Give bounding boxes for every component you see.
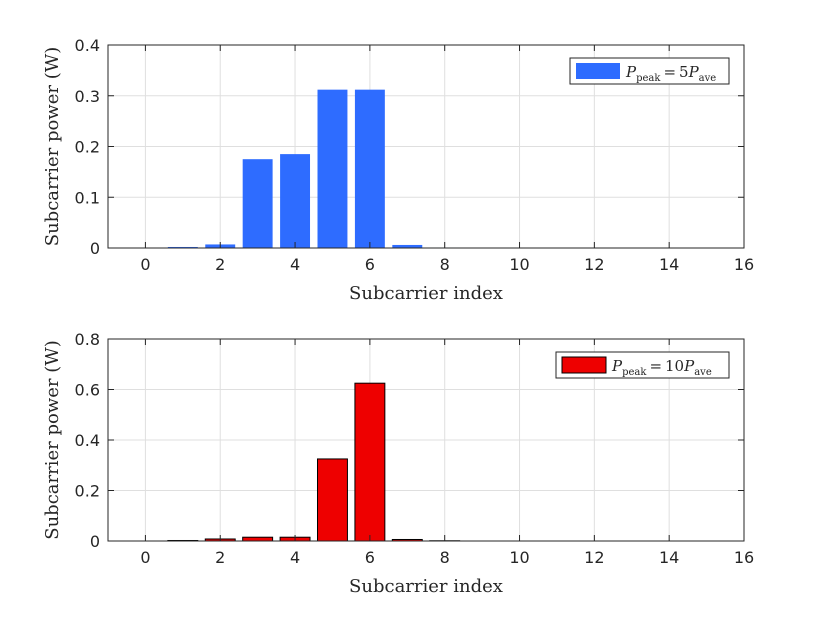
y-tick-label: 0 xyxy=(90,239,100,258)
legend: Ppeak = 10Pave xyxy=(555,351,730,379)
bar xyxy=(317,89,348,248)
legend-subscript: peak xyxy=(636,73,661,84)
x-tick-label: 2 xyxy=(215,548,225,567)
x-tick-label: 14 xyxy=(659,255,679,274)
y-axis-label: Subcarrier power (W) xyxy=(42,47,63,247)
x-axis-label: Subcarrier index xyxy=(349,283,503,304)
y-tick-label: 0.4 xyxy=(75,36,100,55)
chart-panel-1: 0 2 4 6 8 10 12 14 16 0 0.1 0.2 0.3 0.4 Subcarrier ind… xyxy=(42,36,754,304)
x-tick-label: 16 xyxy=(734,255,754,274)
y-tick-label: 0.1 xyxy=(75,188,100,207)
legend-box xyxy=(555,351,730,379)
x-tick-label: 8 xyxy=(440,548,450,567)
bar xyxy=(317,458,348,542)
legend-equals: = xyxy=(649,357,662,375)
ticks: 0 2 4 6 8 10 12 14 16 0 0.1 0.2 0.3 0.4 xyxy=(75,36,755,274)
bar xyxy=(354,382,386,542)
legend-swatch xyxy=(576,63,620,79)
x-tick-label: 14 xyxy=(659,548,679,567)
x-tick-label: 12 xyxy=(584,255,604,274)
chart-panel-2: 0 2 4 6 8 10 12 14 16 0 0.2 0.4 0.6 0.8 Subcarrier ind… xyxy=(42,330,754,597)
x-tick-label: 4 xyxy=(290,548,300,567)
legend-label: Ppeak = 10Pave xyxy=(611,357,712,378)
y-tick-label: 0 xyxy=(90,532,100,551)
y-axis-label: Subcarrier power (W) xyxy=(42,340,63,540)
x-tick-label: 4 xyxy=(290,255,300,274)
y-tick-label: 0.2 xyxy=(75,482,100,501)
x-tick-label: 6 xyxy=(365,548,375,567)
bar xyxy=(167,246,198,248)
x-tick-label: 16 xyxy=(734,548,754,567)
legend-symbol: P xyxy=(611,357,623,375)
legend-equals: = xyxy=(663,63,676,81)
y-tick-label: 0.3 xyxy=(75,87,100,106)
legend-rhs-subscript: ave xyxy=(699,73,717,84)
y-tick-label: 0.8 xyxy=(75,330,100,349)
legend-subscript: peak xyxy=(622,367,647,378)
x-tick-label: 0 xyxy=(140,548,150,567)
bar xyxy=(354,89,385,248)
legend-coefficient: 10 xyxy=(665,357,684,375)
legend-symbol: P xyxy=(625,63,637,81)
x-tick-label: 2 xyxy=(215,255,225,274)
x-tick-label: 8 xyxy=(440,255,450,274)
legend-label: Ppeak = 5Pave xyxy=(625,63,716,84)
legend-rhs-symbol: P xyxy=(683,357,695,375)
x-tick-label: 0 xyxy=(140,255,150,274)
x-tick-label: 12 xyxy=(584,548,604,567)
y-tick-label: 0.6 xyxy=(75,381,100,400)
legend-rhs-subscript: ave xyxy=(694,367,712,378)
bar xyxy=(392,244,423,248)
bar xyxy=(280,154,311,248)
x-tick-label: 10 xyxy=(509,548,529,567)
ticks: 0 2 4 6 8 10 12 14 16 0 0.2 0.4 0.6 0.8 xyxy=(75,330,755,567)
bar xyxy=(242,159,273,248)
bar xyxy=(242,536,274,542)
legend-rhs-symbol: P xyxy=(688,63,700,81)
x-axis-label: Subcarrier index xyxy=(349,576,503,597)
y-tick-label: 0.2 xyxy=(75,138,100,157)
legend-coefficient: 5 xyxy=(679,63,689,81)
y-tick-label: 0.4 xyxy=(75,431,100,450)
x-tick-label: 10 xyxy=(509,255,529,274)
x-tick-label: 6 xyxy=(365,255,375,274)
legend: Ppeak = 5Pave xyxy=(569,57,730,85)
legend-swatch xyxy=(561,356,607,374)
